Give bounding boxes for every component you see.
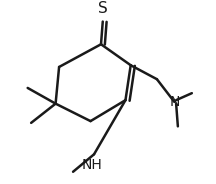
Text: NH: NH: [82, 158, 103, 172]
Text: N: N: [169, 95, 179, 109]
Text: S: S: [98, 1, 108, 16]
